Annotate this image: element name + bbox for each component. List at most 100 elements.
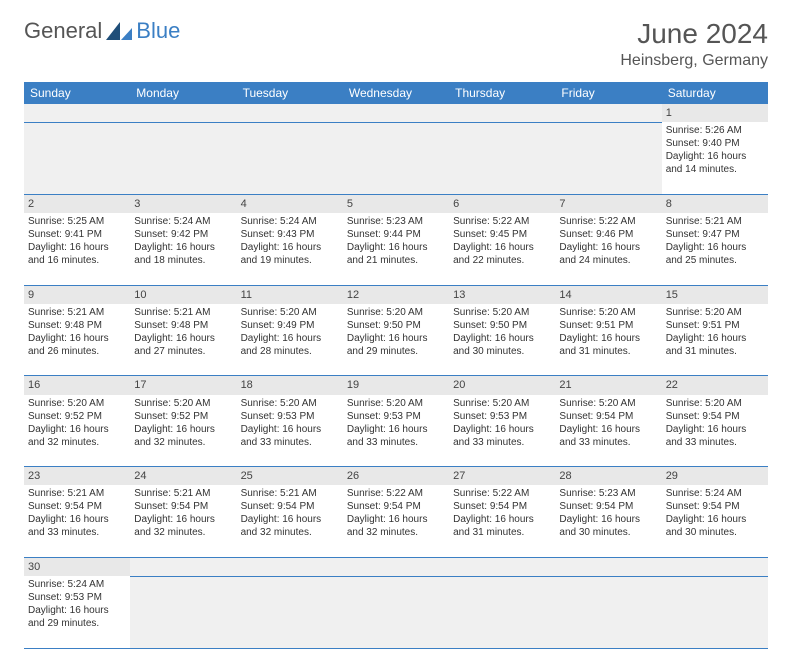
day-cell: Sunrise: 5:21 AMSunset: 9:54 PMDaylight:…: [237, 485, 343, 557]
day-header: Sunday: [24, 82, 130, 104]
daylight-line-1: Daylight: 16 hours: [453, 241, 551, 254]
sunrise-line: Sunrise: 5:21 AM: [241, 487, 339, 500]
sunrise-line: Sunrise: 5:20 AM: [666, 306, 764, 319]
empty-cell: [449, 557, 555, 576]
day-cell: Sunrise: 5:21 AMSunset: 9:54 PMDaylight:…: [130, 485, 236, 557]
daylight-line-2: and 31 minutes.: [559, 345, 657, 358]
day-cell: Sunrise: 5:22 AMSunset: 9:46 PMDaylight:…: [555, 213, 661, 285]
content-row: Sunrise: 5:21 AMSunset: 9:48 PMDaylight:…: [24, 304, 768, 376]
daylight-line-2: and 32 minutes.: [241, 526, 339, 539]
day-number: 2: [24, 194, 130, 213]
empty-cell: [555, 122, 661, 194]
daylight-line-1: Daylight: 16 hours: [28, 604, 126, 617]
daylight-line-2: and 25 minutes.: [666, 254, 764, 267]
day-number: 25: [237, 467, 343, 486]
empty-cell: [237, 576, 343, 648]
day-cell: Sunrise: 5:24 AMSunset: 9:54 PMDaylight:…: [662, 485, 768, 557]
empty-cell: [24, 122, 130, 194]
sunrise-line: Sunrise: 5:21 AM: [666, 215, 764, 228]
daylight-line-2: and 33 minutes.: [347, 436, 445, 449]
sunset-line: Sunset: 9:47 PM: [666, 228, 764, 241]
daylight-line-1: Daylight: 16 hours: [347, 241, 445, 254]
day-cell: Sunrise: 5:26 AMSunset: 9:40 PMDaylight:…: [662, 122, 768, 194]
logo: General Blue: [24, 18, 180, 44]
sunrise-line: Sunrise: 5:20 AM: [347, 306, 445, 319]
day-number: 9: [24, 285, 130, 304]
daylight-line-1: Daylight: 16 hours: [28, 513, 126, 526]
empty-cell: [555, 104, 661, 122]
daylight-line-1: Daylight: 16 hours: [241, 423, 339, 436]
day-number: 29: [662, 467, 768, 486]
day-cell: Sunrise: 5:24 AMSunset: 9:43 PMDaylight:…: [237, 213, 343, 285]
content-row: Sunrise: 5:26 AMSunset: 9:40 PMDaylight:…: [24, 122, 768, 194]
sunrise-line: Sunrise: 5:26 AM: [666, 124, 764, 137]
sunset-line: Sunset: 9:42 PM: [134, 228, 232, 241]
sunrise-line: Sunrise: 5:23 AM: [347, 215, 445, 228]
empty-cell: [130, 557, 236, 576]
daylight-line-2: and 18 minutes.: [134, 254, 232, 267]
daylight-line-2: and 33 minutes.: [28, 526, 126, 539]
day-header: Friday: [555, 82, 661, 104]
day-cell: Sunrise: 5:23 AMSunset: 9:44 PMDaylight:…: [343, 213, 449, 285]
day-number: 24: [130, 467, 236, 486]
sunrise-line: Sunrise: 5:20 AM: [453, 306, 551, 319]
day-number: 26: [343, 467, 449, 486]
daynum-row: 1: [24, 104, 768, 122]
daylight-line-2: and 30 minutes.: [666, 526, 764, 539]
day-number: 30: [24, 557, 130, 576]
daylight-line-2: and 31 minutes.: [666, 345, 764, 358]
daylight-line-1: Daylight: 16 hours: [666, 150, 764, 163]
empty-cell: [130, 576, 236, 648]
empty-cell: [343, 122, 449, 194]
day-number: 14: [555, 285, 661, 304]
empty-cell: [24, 104, 130, 122]
daylight-line-1: Daylight: 16 hours: [666, 423, 764, 436]
daylight-line-2: and 32 minutes.: [134, 436, 232, 449]
daylight-line-1: Daylight: 16 hours: [559, 423, 657, 436]
daylight-line-1: Daylight: 16 hours: [347, 513, 445, 526]
sunset-line: Sunset: 9:49 PM: [241, 319, 339, 332]
daylight-line-2: and 33 minutes.: [453, 436, 551, 449]
empty-cell: [449, 104, 555, 122]
sunset-line: Sunset: 9:43 PM: [241, 228, 339, 241]
day-number: 11: [237, 285, 343, 304]
daynum-row: 16171819202122: [24, 376, 768, 395]
day-number: 13: [449, 285, 555, 304]
sunset-line: Sunset: 9:54 PM: [559, 410, 657, 423]
sunset-line: Sunset: 9:54 PM: [241, 500, 339, 513]
daylight-line-2: and 30 minutes.: [559, 526, 657, 539]
calendar-body: 1Sunrise: 5:26 AMSunset: 9:40 PMDaylight…: [24, 104, 768, 648]
sunrise-line: Sunrise: 5:20 AM: [453, 397, 551, 410]
sunrise-line: Sunrise: 5:21 AM: [134, 487, 232, 500]
day-header: Tuesday: [237, 82, 343, 104]
sunrise-line: Sunrise: 5:20 AM: [28, 397, 126, 410]
daylight-line-1: Daylight: 16 hours: [666, 332, 764, 345]
daylight-line-1: Daylight: 16 hours: [453, 332, 551, 345]
sunset-line: Sunset: 9:54 PM: [134, 500, 232, 513]
sunset-line: Sunset: 9:51 PM: [666, 319, 764, 332]
sunset-line: Sunset: 9:52 PM: [28, 410, 126, 423]
daylight-line-2: and 24 minutes.: [559, 254, 657, 267]
day-cell: Sunrise: 5:21 AMSunset: 9:54 PMDaylight:…: [24, 485, 130, 557]
daylight-line-1: Daylight: 16 hours: [666, 241, 764, 254]
sunset-line: Sunset: 9:40 PM: [666, 137, 764, 150]
day-number: 15: [662, 285, 768, 304]
daynum-row: 23242526272829: [24, 467, 768, 486]
daylight-line-2: and 32 minutes.: [28, 436, 126, 449]
day-number: 7: [555, 194, 661, 213]
daylight-line-1: Daylight: 16 hours: [453, 513, 551, 526]
sunset-line: Sunset: 9:45 PM: [453, 228, 551, 241]
daylight-line-2: and 14 minutes.: [666, 163, 764, 176]
daylight-line-1: Daylight: 16 hours: [28, 423, 126, 436]
sunset-line: Sunset: 9:48 PM: [134, 319, 232, 332]
sunrise-line: Sunrise: 5:21 AM: [28, 487, 126, 500]
day-cell: Sunrise: 5:20 AMSunset: 9:53 PMDaylight:…: [449, 395, 555, 467]
daylight-line-2: and 27 minutes.: [134, 345, 232, 358]
daylight-line-1: Daylight: 16 hours: [453, 423, 551, 436]
sunrise-line: Sunrise: 5:20 AM: [347, 397, 445, 410]
day-cell: Sunrise: 5:20 AMSunset: 9:54 PMDaylight:…: [662, 395, 768, 467]
empty-cell: [343, 557, 449, 576]
day-number: 3: [130, 194, 236, 213]
day-cell: Sunrise: 5:20 AMSunset: 9:50 PMDaylight:…: [449, 304, 555, 376]
day-number: 22: [662, 376, 768, 395]
